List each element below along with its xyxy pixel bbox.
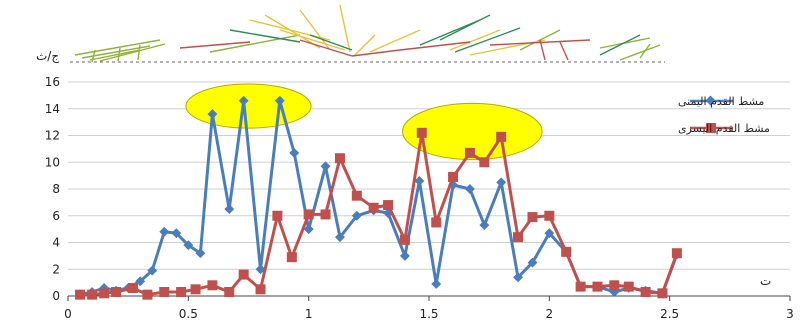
- data-point: [159, 287, 169, 297]
- data-point: [431, 279, 441, 289]
- x-tick-label: 2: [546, 307, 554, 321]
- data-point: [496, 132, 506, 142]
- legend: مشط القدم اليمنى مشط القدم اليسرى: [678, 95, 770, 135]
- x-tick-labels: 0 0.5 1 1.5 2 2.5 3: [64, 307, 794, 321]
- y-tick-labels: 0 2 4 6 8 10 12 14 16: [45, 75, 60, 303]
- motion-figure-illustration: [70, 5, 665, 62]
- data-point: [465, 184, 475, 194]
- x-tick-label: 2.5: [660, 307, 679, 321]
- data-point: [321, 161, 331, 171]
- highlight-ellipse: [186, 84, 311, 128]
- y-tick-label: 10: [45, 155, 60, 169]
- data-point: [272, 211, 282, 221]
- data-point: [609, 280, 619, 290]
- data-point: [128, 283, 138, 293]
- y-tick-label: 8: [52, 182, 60, 196]
- data-point: [431, 217, 441, 227]
- y-tick-label: 14: [45, 102, 60, 116]
- x-tick-label: 0: [64, 307, 72, 321]
- data-point: [304, 209, 314, 219]
- data-point: [641, 287, 651, 297]
- data-point: [448, 172, 458, 182]
- data-point: [400, 251, 410, 261]
- data-point: [224, 287, 234, 297]
- data-point: [335, 153, 345, 163]
- y-axis-unit-label: ج/ث: [36, 49, 59, 63]
- y-tick-label: 2: [52, 262, 60, 276]
- series-left-foot: [75, 128, 682, 300]
- data-point: [111, 287, 121, 297]
- data-point: [383, 200, 393, 210]
- data-point: [527, 212, 537, 222]
- data-point: [479, 157, 489, 167]
- legend-label-right-foot: مشط القدم اليمنى: [678, 95, 764, 108]
- highlight-ellipses: [186, 84, 542, 160]
- data-point: [592, 282, 602, 292]
- series-line: [80, 133, 677, 295]
- x-tick-label: 0.5: [179, 307, 198, 321]
- data-point: [176, 287, 186, 297]
- data-point: [400, 235, 410, 245]
- data-point: [87, 290, 97, 300]
- data-point: [465, 148, 475, 158]
- data-point: [191, 284, 201, 294]
- data-point: [321, 209, 331, 219]
- data-point: [624, 282, 634, 292]
- data-point: [513, 232, 523, 242]
- data-point: [417, 128, 427, 138]
- x-tick-label: 1: [305, 307, 313, 321]
- data-point: [496, 177, 506, 187]
- data-point: [207, 280, 217, 290]
- x-tick-label: 1.5: [419, 307, 438, 321]
- y-tick-label: 0: [52, 289, 60, 303]
- x-tick-label: 3: [786, 307, 794, 321]
- data-point: [289, 148, 299, 158]
- data-point: [369, 203, 379, 213]
- y-tick-label: 4: [52, 236, 60, 250]
- legend-label-left-foot: مشط القدم اليسرى: [678, 122, 770, 135]
- data-point: [224, 204, 234, 214]
- data-point: [99, 288, 109, 298]
- x-axis-unit-label: ت: [760, 274, 771, 288]
- data-point: [561, 247, 571, 257]
- y-tick-label: 6: [52, 209, 60, 223]
- data-point: [657, 288, 667, 298]
- data-point: [672, 248, 682, 258]
- data-point: [142, 290, 152, 300]
- data-point: [544, 211, 554, 221]
- data-point: [75, 290, 85, 300]
- y-tick-label: 12: [45, 129, 60, 143]
- data-point: [287, 252, 297, 262]
- data-point: [479, 220, 489, 230]
- data-point: [352, 191, 362, 201]
- data-point: [239, 270, 249, 280]
- data-point: [159, 227, 169, 237]
- y-tick-label: 16: [45, 75, 60, 89]
- data-point: [576, 282, 586, 292]
- data-point: [256, 284, 266, 294]
- series-line: [80, 101, 677, 295]
